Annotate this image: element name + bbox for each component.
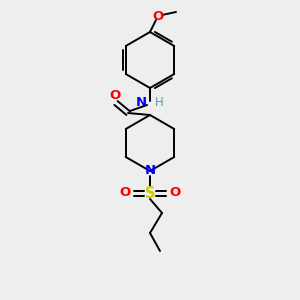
Text: S: S (145, 185, 155, 200)
Text: O: O (169, 187, 180, 200)
Text: N: N (144, 164, 156, 178)
Text: O: O (120, 187, 131, 200)
Text: O: O (110, 89, 121, 102)
Text: H: H (155, 97, 164, 110)
Text: O: O (152, 10, 164, 22)
Text: N: N (136, 97, 147, 110)
